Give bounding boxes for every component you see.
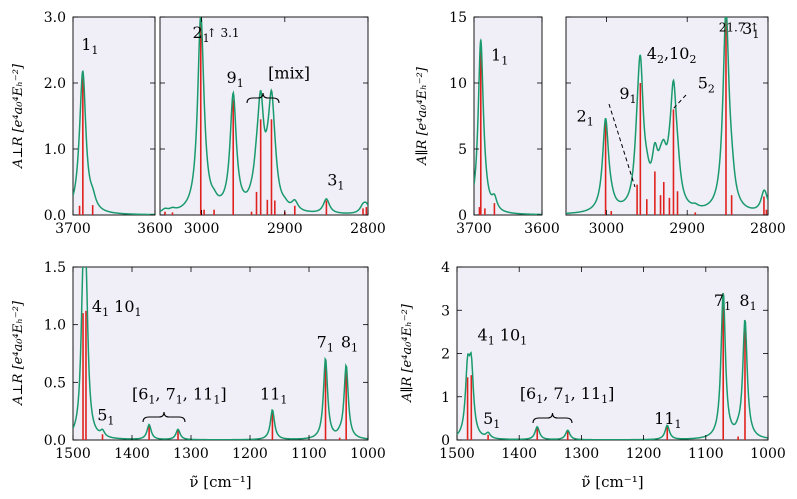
- curve-par-CH-1: [566, 17, 768, 215]
- xtick-label: 3000: [589, 221, 625, 237]
- y-axis-label: A∥R [e⁴a₀⁴Eₕ⁻²]: [400, 303, 415, 403]
- ytick-label: 2.0: [44, 76, 66, 92]
- bracket: [246, 92, 280, 104]
- annotation-par-fingerprint-0: 41 101: [478, 326, 528, 348]
- panel-perp-fingerprint: 1500 1400 1300 1200 1100 1000 0.0 0.5 1.0 1.5 A⊥R …: [11, 260, 386, 491]
- annotation-par-CH-2: 91: [619, 84, 636, 106]
- xtick-label: 1300: [564, 446, 600, 462]
- xtick-label: 3600: [524, 221, 560, 237]
- plot-area-par-CH-0: [473, 16, 543, 216]
- panel-par-CH: 3700 3600 3000 2900 2800 0 5 10 15 A∥R [e⁴a₀⁴Eₕ⁻²…: [415, 10, 786, 237]
- annotation-perp-CH-3: 91: [227, 68, 244, 90]
- curve-par-fingerprint-0: [457, 292, 768, 440]
- annotation-perp-CH-0: 11: [81, 35, 98, 57]
- plot-area-perp-CH-1: [159, 16, 369, 216]
- plot-area-perp-CH-0: [72, 16, 156, 216]
- annotation-perp-fingerprint-1: 51: [97, 405, 114, 427]
- ytick-label: 0.0: [44, 433, 66, 449]
- ytick-label: 1.0: [44, 318, 66, 334]
- annotation-par-CH-5: 21.7 ↑: [719, 21, 760, 35]
- xtick-label: 1000: [350, 446, 386, 462]
- y-axis-label: A⊥R [e⁴a₀⁴Eₕ⁻²]: [11, 300, 26, 406]
- annotation-par-fingerprint-2: [61, 71, 111]: [520, 384, 615, 406]
- xtick-label: 3700: [55, 221, 91, 237]
- bracket: [142, 411, 186, 423]
- ytick-label: 1.5: [44, 260, 66, 276]
- annotation-par-fingerprint-4: 71: [714, 291, 731, 313]
- ytick-label: 2: [441, 347, 450, 363]
- xtick-label: 2800: [350, 221, 386, 237]
- annotation-par-fingerprint-5: 81: [739, 291, 756, 313]
- xtick-label: 1100: [291, 446, 327, 462]
- annotation-par-fingerprint-3: 111: [654, 409, 681, 431]
- xtick-label: 1500: [439, 446, 475, 462]
- xtick-label: 1100: [688, 446, 724, 462]
- curve-par-CH-0: [474, 38, 542, 215]
- ytick-label: 1: [441, 390, 450, 406]
- ytick-label: 0: [441, 433, 450, 449]
- annotation-perp-fingerprint-3: 111: [260, 385, 287, 407]
- xtick-label: 1300: [173, 446, 209, 462]
- annotation-perp-fingerprint-2: [61, 71, 111]: [132, 385, 227, 407]
- leader-line: [671, 94, 687, 111]
- annotation-par-fingerprint-1: 51: [483, 409, 500, 431]
- xtick-label: 2900: [267, 221, 303, 237]
- panel-par-fingerprint: 1500 1400 1300 1200 1100 1000 0 1 2 3 4 A∥R [e⁴a₀⁴E…: [400, 260, 786, 491]
- annotation-par-CH-6: 31: [742, 19, 759, 41]
- xtick-label: 2900: [669, 221, 705, 237]
- ytick-label: 3.0: [44, 10, 66, 26]
- annotation-perp-CH-4: [mix]: [268, 63, 310, 82]
- annotation-par-CH-0: 11: [491, 46, 508, 68]
- annotation-par-CH-3: 42,102: [647, 44, 697, 66]
- x-axis-label: ν̃ [cm⁻¹]: [581, 473, 643, 491]
- curve-perp-CH-0: [73, 69, 155, 215]
- y-axis-label: A∥R [e⁴a₀⁴Eₕ⁻²]: [415, 66, 430, 166]
- plot-area-perp-fingerprint-0: [72, 266, 369, 441]
- annotation-par-CH-1: 21: [577, 106, 594, 128]
- ytick-label: 5: [458, 142, 467, 158]
- annotation-perp-fingerprint-4: 71: [317, 333, 334, 355]
- leader-line: [608, 103, 636, 188]
- annotation-perp-CH-1: 21: [192, 23, 209, 45]
- xtick-label: 3000: [184, 221, 220, 237]
- xtick-label: 3700: [456, 221, 492, 237]
- ytick-label: 10: [449, 76, 467, 92]
- annotation-perp-CH-2: ↑ 3.1: [207, 26, 240, 40]
- x-axis-label: ν̃ [cm⁻¹]: [189, 473, 251, 491]
- curve-perp-CH-1: [160, 17, 368, 214]
- ytick-label: 0.0: [44, 208, 66, 224]
- xtick-label: 1500: [55, 446, 91, 462]
- ytick-label: 0.5: [44, 375, 66, 391]
- plot-area-par-fingerprint-0: [456, 266, 769, 441]
- annotation-par-CH-4: 52: [698, 73, 715, 95]
- annotation-perp-CH-5: 31: [327, 170, 344, 192]
- curve-perp-fingerprint-0: [73, 267, 368, 440]
- ytick-label: 1.0: [44, 142, 66, 158]
- ytick-label: 0: [458, 208, 467, 224]
- xtick-label: 1400: [114, 446, 150, 462]
- xtick-label: 2800: [750, 221, 786, 237]
- y-axis-label: A⊥R [e⁴a₀⁴Eₕ⁻²]: [11, 63, 26, 169]
- bracket: [532, 412, 573, 424]
- xtick-label: 1200: [626, 446, 662, 462]
- xtick-label: 3600: [137, 221, 173, 237]
- annotation-perp-fingerprint-5: 81: [341, 333, 358, 355]
- ytick-label: 15: [449, 10, 467, 26]
- xtick-label: 1000: [750, 446, 786, 462]
- annotation-perp-fingerprint-0: 41 101: [92, 297, 142, 319]
- xtick-label: 1400: [501, 446, 537, 462]
- panel-perp-CH: 3700 3600 3000 2900 2800 0.0 1.0 2.0 3.0 A⊥R [e⁴a…: [11, 10, 386, 237]
- xtick-label: 1200: [232, 446, 268, 462]
- ytick-label: 3: [441, 303, 450, 319]
- ytick-label: 4: [441, 260, 450, 276]
